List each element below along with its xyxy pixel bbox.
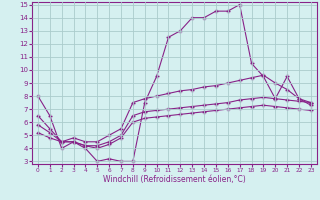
X-axis label: Windchill (Refroidissement éolien,°C): Windchill (Refroidissement éolien,°C) xyxy=(103,175,246,184)
